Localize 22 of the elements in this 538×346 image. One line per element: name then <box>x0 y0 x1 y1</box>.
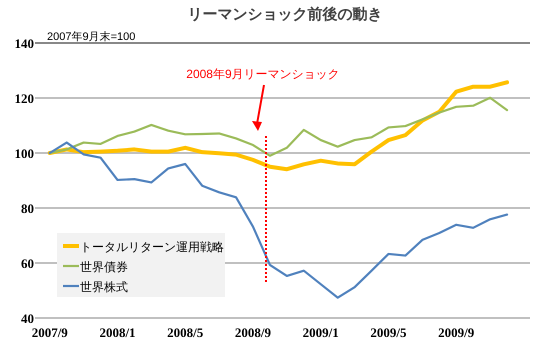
y-tick-label: 140 <box>14 36 34 51</box>
line-series <box>48 96 508 157</box>
y-tick-label: 60 <box>21 256 34 271</box>
legend-label: 世界債券 <box>80 260 128 274</box>
x-tick-label: 2009/5 <box>370 325 408 340</box>
x-tick-label: 2008/1 <box>99 325 136 340</box>
ref-line-label: 2008年9月リーマンショック <box>186 67 340 81</box>
x-tick-label: 2008/9 <box>234 325 272 340</box>
y-tick-label: 120 <box>14 91 34 106</box>
chart-title: リーマンショック前後の動き <box>188 6 382 23</box>
x-tick-label: 2009/9 <box>438 325 475 340</box>
legend-label: 世界株式 <box>80 280 128 294</box>
line-series <box>48 80 510 172</box>
y-tick-label: 40 <box>21 311 34 326</box>
x-tick-label: 2009/1 <box>302 325 339 340</box>
x-tick-label: 2007/9 <box>32 325 68 340</box>
legend-label: トータルリターン運用戦略 <box>80 240 224 254</box>
annotation: 2007年9月末=100 <box>47 30 136 43</box>
line-series <box>48 141 508 299</box>
x-tick-label: 2008/5 <box>167 325 204 340</box>
y-tick-label: 80 <box>21 201 34 216</box>
y-tick-label: 100 <box>14 146 34 161</box>
